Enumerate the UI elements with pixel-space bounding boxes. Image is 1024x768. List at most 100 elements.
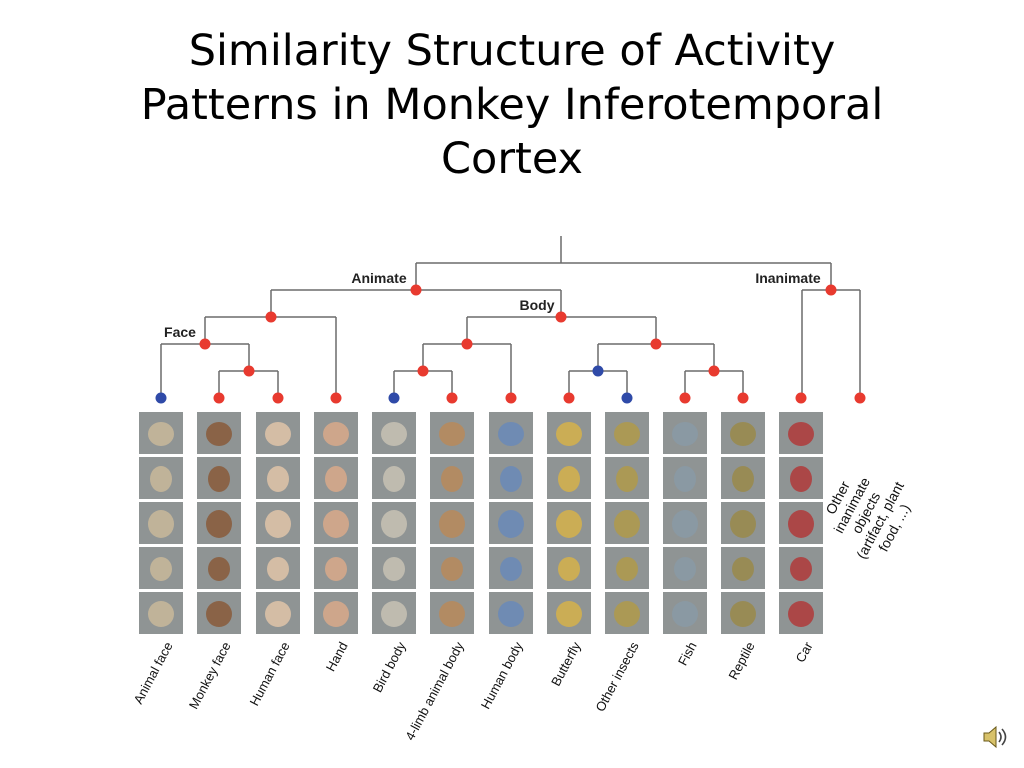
image-tile-figure (381, 601, 407, 627)
image-tile-figure (616, 557, 638, 581)
leaf-node-4 (388, 392, 400, 404)
category-label-11: Car (793, 639, 816, 665)
leaf-node-7 (563, 392, 575, 404)
image-tile-figure (265, 422, 291, 446)
internal-node-10 (708, 365, 720, 377)
image-tile-figure (614, 510, 640, 538)
image-grid (139, 412, 823, 634)
category-label-6: Human body (478, 639, 526, 712)
category-label-2: Human face (246, 639, 292, 708)
image-tile-figure (498, 422, 524, 446)
image-tile-figure (500, 557, 522, 581)
internal-node-3 (555, 311, 567, 323)
image-tile-figure (381, 422, 407, 446)
leaf-node-11 (795, 392, 807, 404)
leaf-node-10 (737, 392, 749, 404)
category-label-7: Butterfly (548, 639, 584, 689)
image-tile-figure (558, 466, 580, 492)
category-label-5: 4-limb animal body (402, 639, 467, 743)
image-tile-figure (790, 466, 812, 492)
image-tile-figure (556, 601, 582, 627)
leaf-node-0 (155, 392, 167, 404)
internal-node-7 (650, 338, 662, 350)
image-tile-figure (498, 601, 524, 627)
image-tile-figure (788, 422, 814, 446)
leaf-node-1 (213, 392, 225, 404)
image-tile-figure (672, 601, 698, 627)
image-tile-figure (208, 557, 230, 581)
internal-node-8 (417, 365, 429, 377)
category-label-3: Hand (323, 639, 351, 673)
image-tile-figure (732, 466, 754, 492)
image-tile-figure (441, 466, 463, 492)
image-tile-figure (150, 466, 172, 492)
leaf-node-3 (330, 392, 342, 404)
image-tile-figure (558, 557, 580, 581)
image-tile-figure (323, 510, 349, 538)
image-tile-figure (498, 510, 524, 538)
image-tile-figure (323, 422, 349, 446)
leaf-node-6 (505, 392, 517, 404)
category-label-10: Reptile (725, 639, 757, 682)
title-line-2: Patterns in Monkey Inferotemporal (140, 80, 884, 130)
image-tile-figure (614, 601, 640, 627)
internal-node-2 (265, 311, 277, 323)
image-tile-figure (150, 557, 172, 581)
image-tile-figure (556, 422, 582, 446)
image-tile-figure (790, 557, 812, 581)
internal-node-0 (410, 284, 422, 296)
category-label-9: Fish (675, 639, 700, 668)
title-line-1: Similarity Structure of Activity (188, 26, 836, 76)
internal-node-6 (461, 338, 473, 350)
image-tile-figure (148, 510, 174, 538)
image-tile-figure (325, 557, 347, 581)
image-tile-figure (730, 422, 756, 446)
image-tile-figure (267, 557, 289, 581)
category-label-4: Bird body (370, 639, 409, 695)
image-tile-figure (265, 510, 291, 538)
category-label-0: Animal face (131, 639, 176, 706)
image-tile-figure (614, 422, 640, 446)
image-tile-figure (616, 466, 638, 492)
image-tile-figure (674, 466, 696, 492)
image-tile-figure (732, 557, 754, 581)
slide-title: Similarity Structure of Activity Pattern… (0, 24, 1024, 186)
image-tile-figure (206, 601, 232, 627)
image-tile-figure (788, 601, 814, 627)
internal-node-5 (243, 365, 255, 377)
image-tile-figure (439, 422, 465, 446)
image-tile-figure (441, 557, 463, 581)
image-tile-figure (730, 510, 756, 538)
image-tile-figure (323, 601, 349, 627)
image-tile-figure (500, 466, 522, 492)
image-tile-figure (672, 510, 698, 538)
label-animate: Animate (351, 270, 406, 286)
leaf-node-12 (854, 392, 866, 404)
inanimate-note: Other inanimate objects (artifact, plant… (822, 474, 913, 561)
label-face: Face (164, 324, 196, 340)
internal-node-4 (199, 338, 211, 350)
title-line-3: Cortex (440, 134, 584, 184)
category-label-8: Other insects (592, 639, 641, 714)
image-tile-figure (208, 466, 230, 492)
image-tile-figure (730, 601, 756, 627)
image-tile-figure (383, 557, 405, 581)
leaf-node-9 (679, 392, 691, 404)
image-tile-figure (148, 422, 174, 446)
image-tile-figure (556, 510, 582, 538)
label-inanimate: Inanimate (755, 270, 821, 286)
image-tile-figure (381, 510, 407, 538)
image-tile-figure (206, 510, 232, 538)
label-body: Body (520, 297, 555, 313)
category-labels: Animal face Monkey face Human face Hand Bird… (131, 639, 816, 743)
image-tile-figure (383, 466, 405, 492)
internal-node-1 (825, 284, 837, 296)
image-tile-figure (439, 510, 465, 538)
image-tile-figure (265, 601, 291, 627)
image-tile-figure (439, 601, 465, 627)
speaker-icon[interactable] (980, 722, 1010, 752)
image-tile-figure (267, 466, 289, 492)
image-tile-figure (325, 466, 347, 492)
image-tile-figure (672, 422, 698, 446)
